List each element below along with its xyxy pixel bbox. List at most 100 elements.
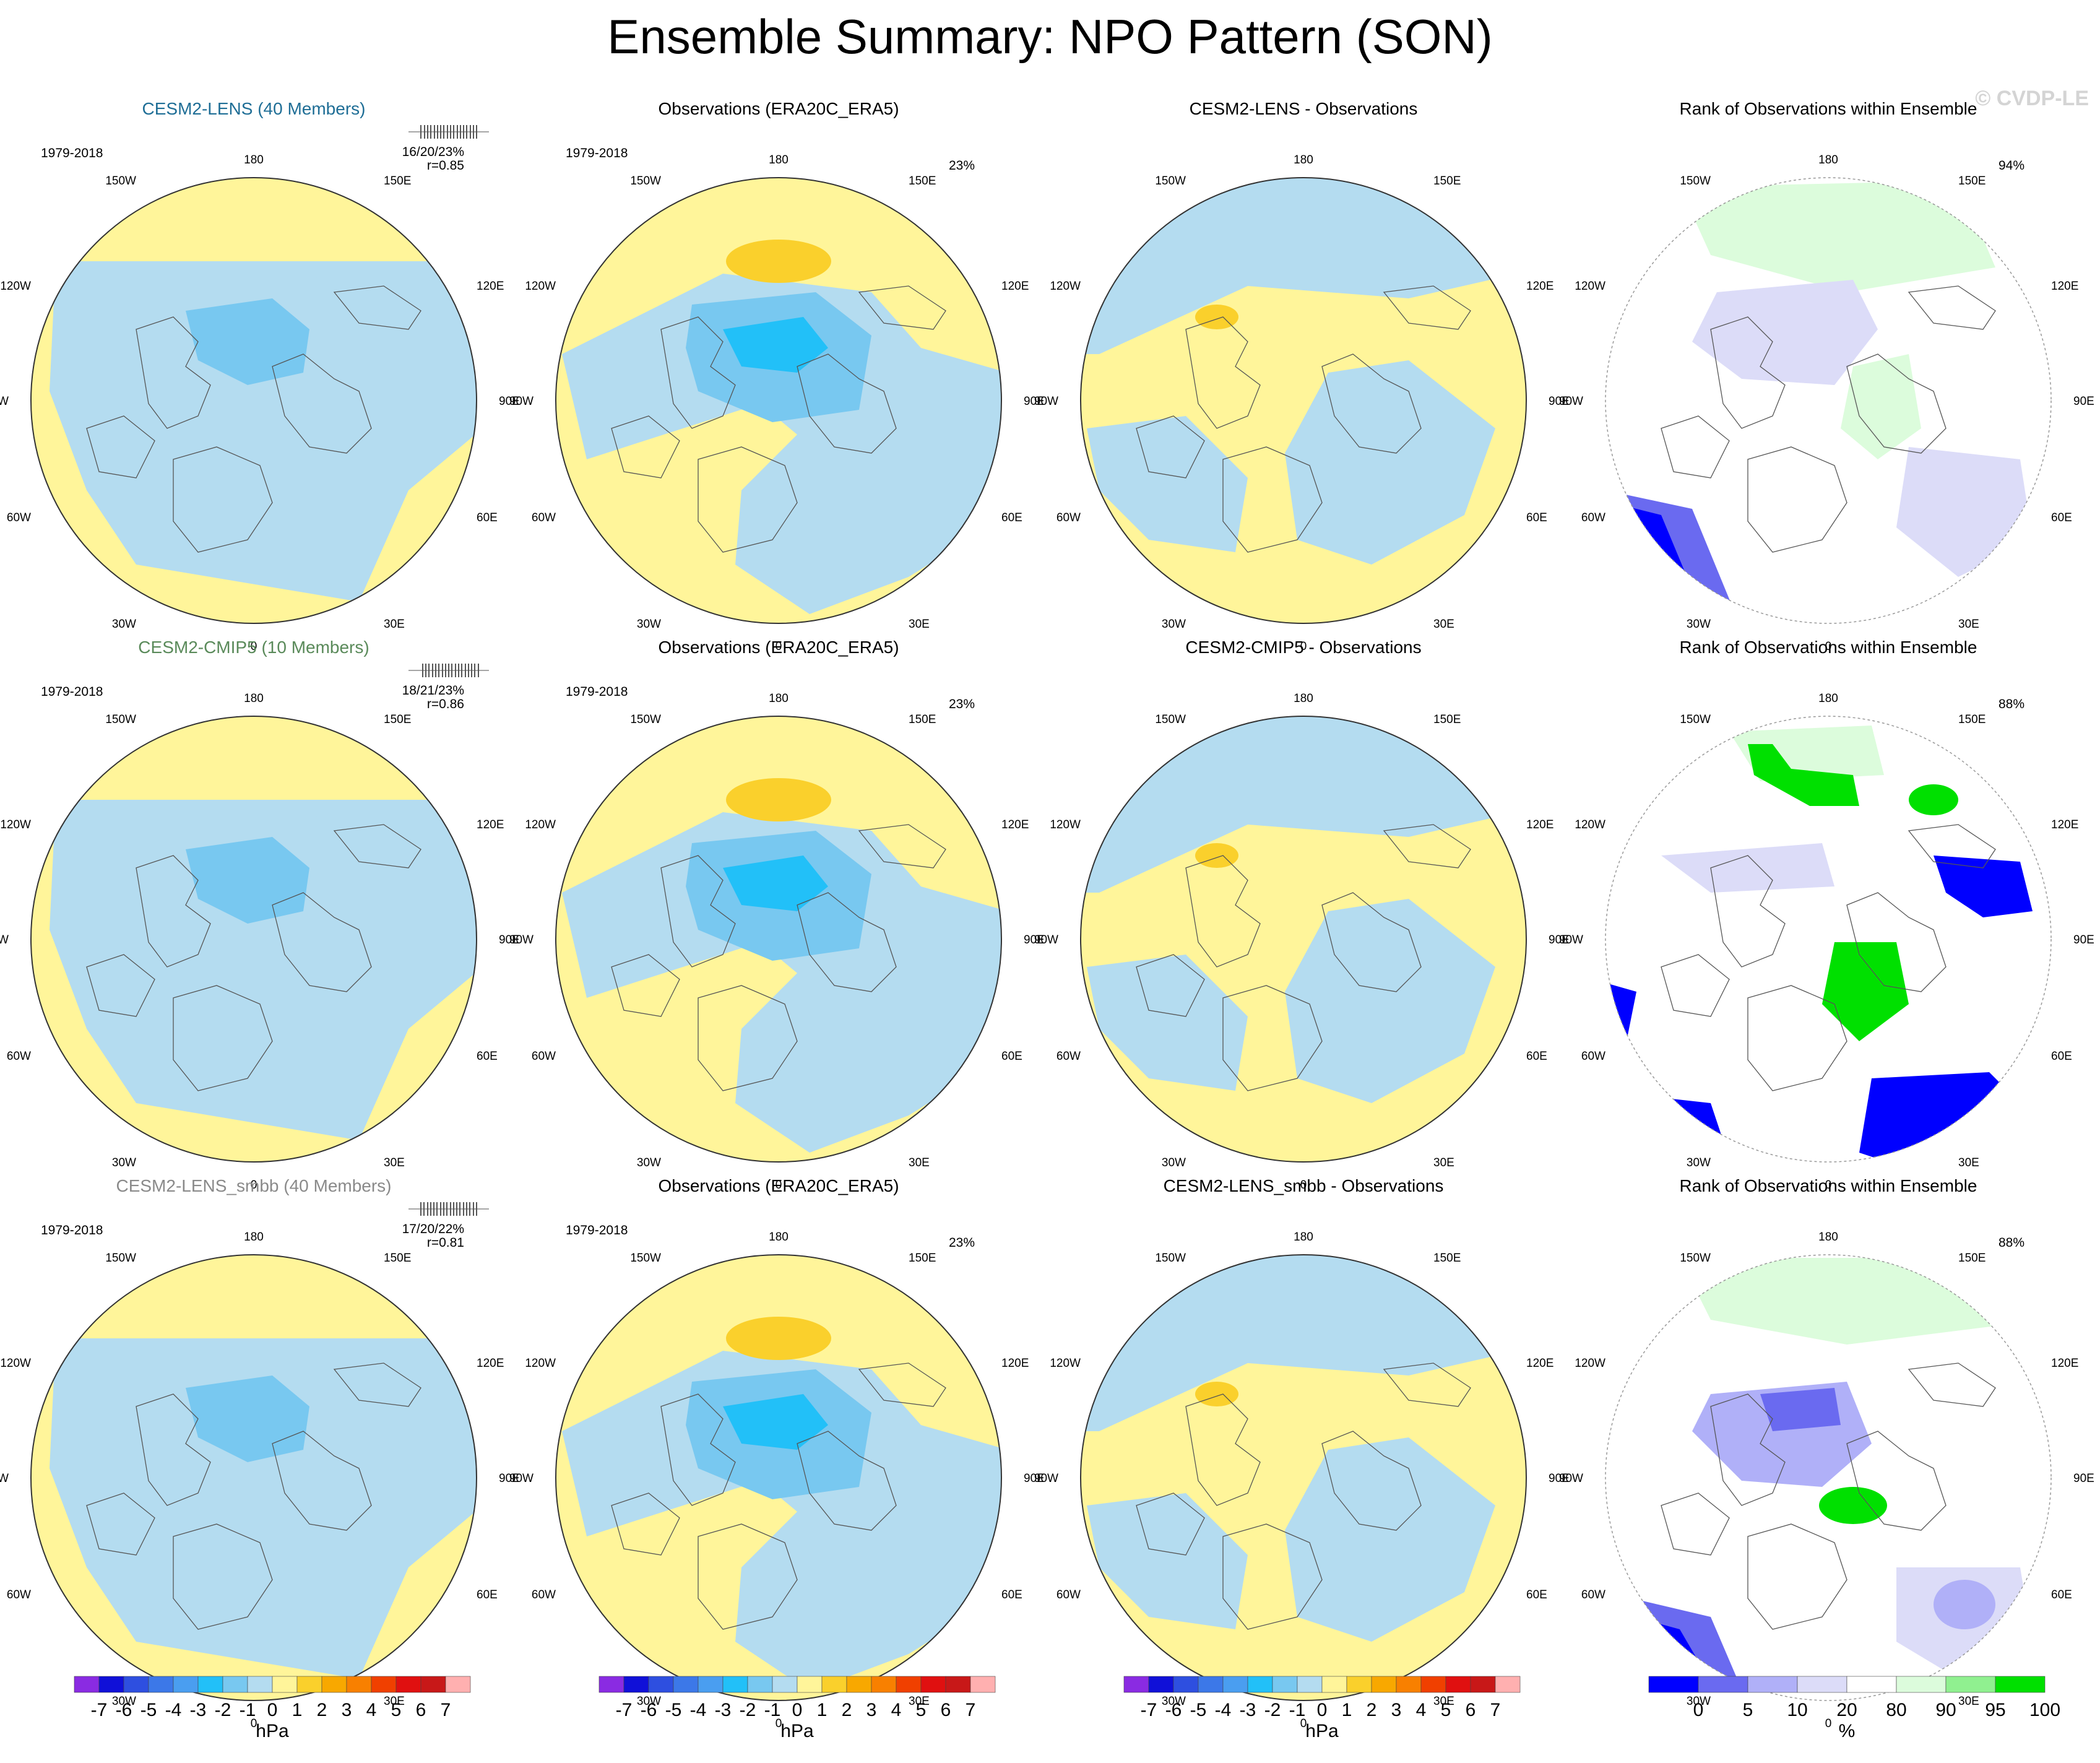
longitude-label: 120W (1575, 1357, 1605, 1370)
longitude-label: 150E (1958, 175, 1985, 188)
coastline (611, 415, 680, 479)
longitude-label: 60E (2051, 1588, 2072, 1601)
longitude-label: 60W (1581, 511, 1605, 524)
diff-field-region (1087, 416, 1248, 552)
ensemble-stats: 18/21/23% (402, 683, 464, 698)
longitude-label: 150W (1680, 713, 1711, 726)
colorbar-swatch (98, 1676, 124, 1693)
colorbar-swatch (1445, 1676, 1471, 1693)
panel-diff: CESM2-CMIP5 - Observations 180 0 150W 150E 12… (1034, 638, 1570, 1192)
coastline (1846, 353, 1947, 454)
colorbar-swatch (247, 1676, 273, 1693)
coastline (858, 1362, 946, 1407)
longitude-label: 90E (1549, 933, 1570, 946)
colorbar-swatch (321, 1676, 347, 1693)
colorbar-swatch (1495, 1676, 1521, 1693)
longitude-label: 180 (1818, 154, 1838, 167)
colorbar-swatch (1945, 1676, 1996, 1693)
colorbar-tick-label: -4 (1215, 1700, 1232, 1720)
longitude-label: 90E (1549, 1472, 1570, 1485)
colorbar-tick-label: 7 (441, 1700, 451, 1720)
colorbar-swatch (1846, 1676, 1897, 1693)
colorbar-swatch (1396, 1676, 1422, 1693)
longitude-label: 60E (2051, 1050, 2072, 1063)
model-map: 180 0 150W 150E 120W 120E 90W 90E 60W 60E 30W 30E (0, 154, 520, 653)
obs-field-region (562, 812, 1001, 1153)
longitude-label: 30W (1687, 1156, 1711, 1169)
longitude-label: 0 (776, 640, 782, 653)
coastline (1185, 316, 1261, 429)
colorbar-swatch (222, 1676, 248, 1693)
coastline (611, 1492, 680, 1556)
coastline (660, 1393, 736, 1506)
ensemble-member-ticks (408, 1202, 489, 1216)
model-title: CESM2-LENS (40 Members) (142, 99, 366, 118)
colorbar-unit: hPa (1305, 1721, 1339, 1741)
coastline (1710, 1393, 1786, 1506)
colorbar-tick-label: 90 (1935, 1700, 1956, 1720)
longitude-label: 120W (525, 818, 556, 831)
longitude-label: 30W (1162, 618, 1186, 631)
longitude-label: 90E (1549, 395, 1570, 408)
longitude-label: 120W (1050, 1357, 1081, 1370)
colorbar-tick-label: 10 (1787, 1700, 1807, 1720)
longitude-label: 90W (1034, 933, 1058, 946)
longitude-label: 90E (499, 1472, 520, 1485)
longitude-label: 30W (1687, 618, 1711, 631)
diff-field-region (1081, 716, 1526, 893)
longitude-label: 180 (1818, 692, 1838, 705)
map-boundary (1080, 716, 1527, 1163)
colorbar-tick-label: 6 (1466, 1700, 1476, 1720)
colorbar-percent: 0 5 10 20 80 90 95 100% (1587, 1676, 2070, 1751)
longitude-label: 150W (630, 1252, 661, 1265)
longitude-label: 120W (1575, 280, 1605, 293)
longitude-label: 60E (1526, 1588, 1547, 1601)
variance-percent: 88% (1998, 1236, 2025, 1250)
longitude-label: 120W (1050, 818, 1081, 831)
longitude-label: 0 (776, 1179, 782, 1192)
rank-field-region (1934, 856, 2033, 917)
longitude-label: 150W (1155, 713, 1186, 726)
variance-percent: 23% (949, 1236, 975, 1250)
coastline (858, 824, 946, 869)
longitude-label: 60W (1581, 1050, 1605, 1063)
colorbar-swatch (296, 1676, 322, 1693)
colorbar-swatch (648, 1676, 674, 1693)
panel-model: CESM2-CMIP5 (10 Members) 1979-2018 18/21/2… (0, 638, 520, 1192)
longitude-label: 180 (1294, 1231, 1313, 1244)
coastline (1661, 415, 1730, 479)
coastline (1136, 1492, 1205, 1556)
panel-model: CESM2-LENS_smbb (40 Members) 1979-2018 17/… (0, 1176, 520, 1730)
longitude-label: 120E (477, 280, 504, 293)
longitude-label: 60W (7, 1050, 31, 1063)
diff-title: CESM2-CMIP5 - Observations (1185, 638, 1422, 657)
longitude-label: 30E (909, 1156, 930, 1169)
period-label: 1979-2018 (566, 146, 628, 160)
ticks-container (408, 661, 495, 680)
colorbar-tick-label: 3 (342, 1700, 352, 1720)
rank-field-region (1819, 1487, 1887, 1524)
coastline (1222, 1523, 1323, 1630)
diff-field-region (1285, 360, 1495, 565)
diff-title: CESM2-LENS_smbb - Observations (1163, 1176, 1444, 1195)
colorbar-tick-label: -7 (616, 1700, 633, 1720)
longitude-label: 30W (1162, 1695, 1186, 1708)
colorbar-swatch (1470, 1676, 1496, 1693)
rank-field-region (1760, 1388, 1841, 1431)
longitude-label: 150W (105, 1252, 136, 1265)
panel-obs: Observations (ERA20C_ERA5) 1979-2018 23% 18… (509, 99, 1045, 653)
colorbar-tick-label: 4 (1416, 1700, 1427, 1720)
map-boundary (1605, 1254, 2052, 1701)
longitude-label: 90W (1034, 1472, 1058, 1485)
longitude-label: 150W (105, 175, 136, 188)
longitude-label: 180 (769, 154, 789, 167)
coastline (1747, 985, 1847, 1091)
diff-field-region (1081, 1255, 1526, 1431)
colorbar-swatch (896, 1676, 922, 1693)
colorbar-swatch (148, 1676, 174, 1693)
colorbar-swatch (598, 1676, 624, 1693)
colorbar-tick-label: -1 (240, 1700, 256, 1720)
longitude-label: 150W (630, 175, 661, 188)
colorbar-swatch (821, 1676, 847, 1693)
coastline (698, 446, 798, 553)
